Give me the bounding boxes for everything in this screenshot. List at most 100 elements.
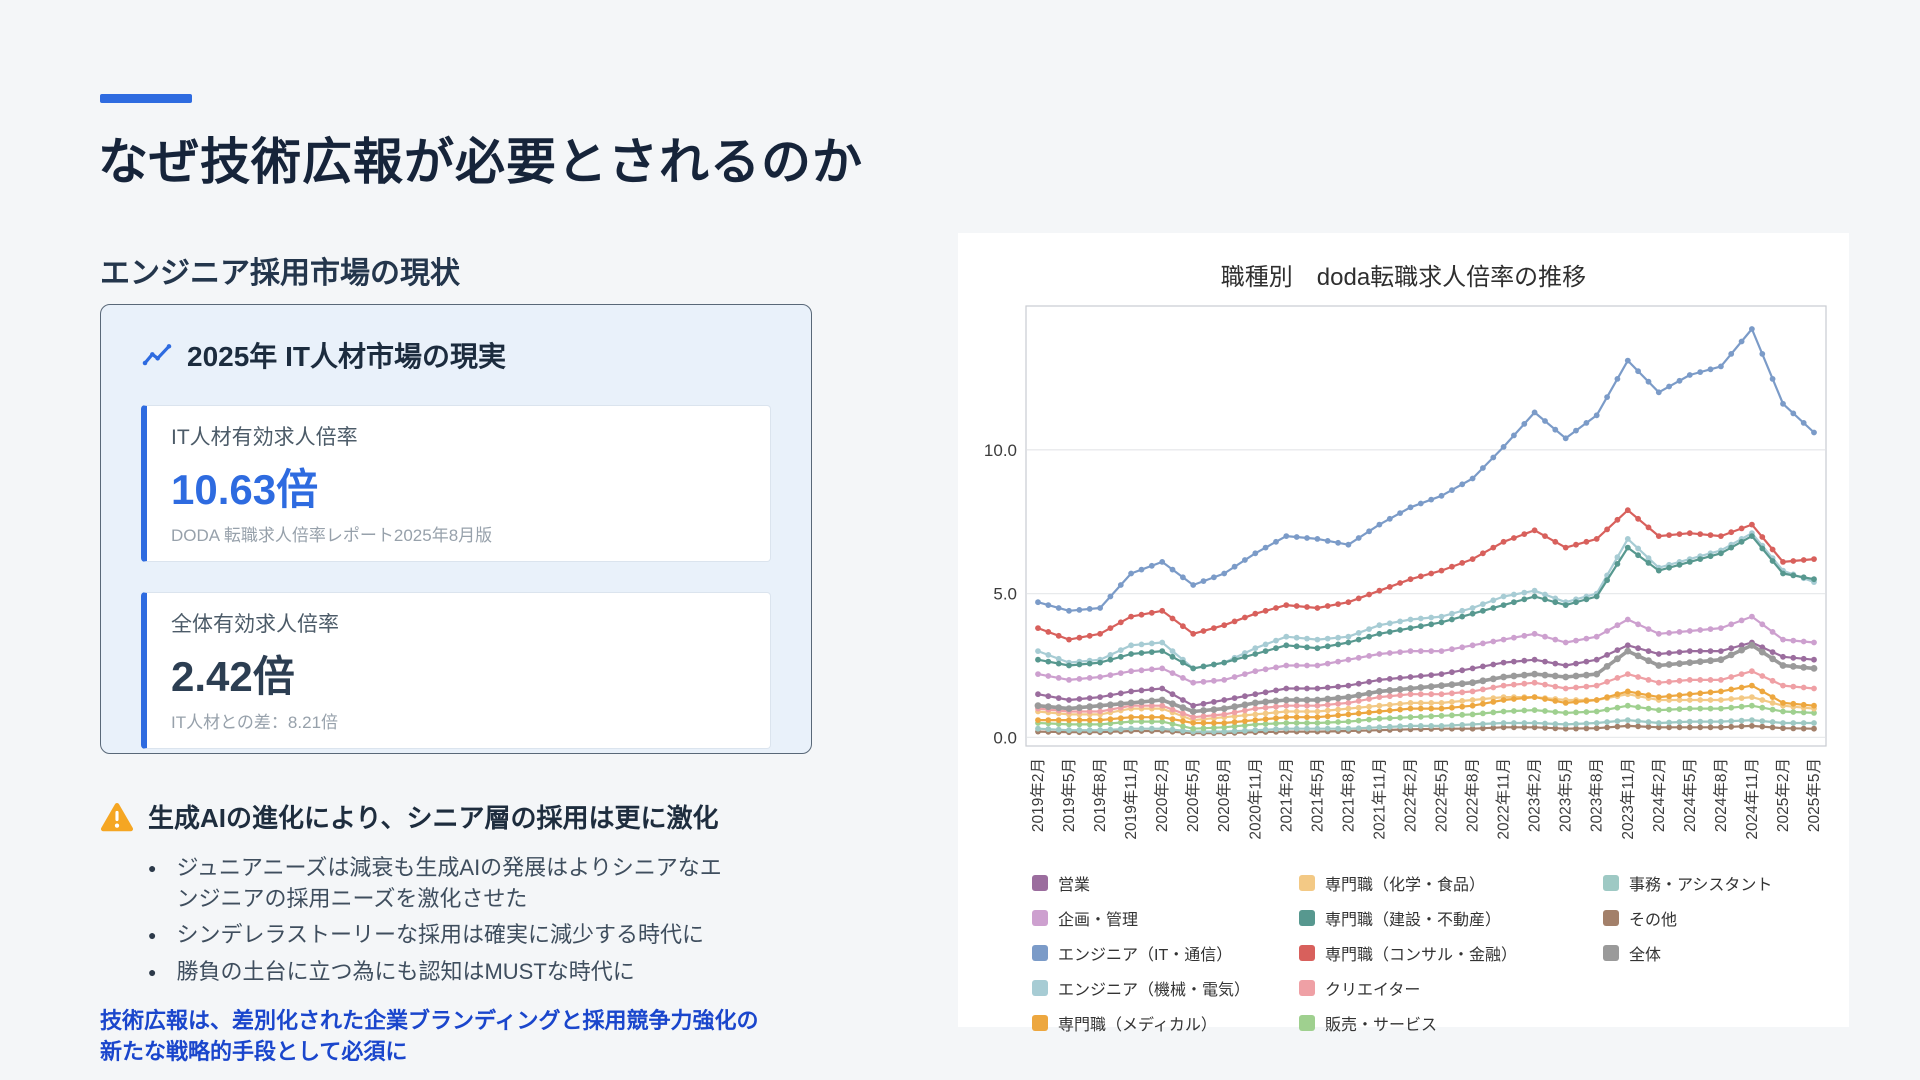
legend-swatch [1032, 1015, 1048, 1031]
stat-box-it-ratio: IT人材有効求人倍率 10.63倍 DODA 転職求人倍率レポート2025年8月… [141, 405, 771, 562]
svg-text:2025年2月: 2025年2月 [1774, 758, 1792, 832]
svg-text:2019年11月: 2019年11月 [1122, 758, 1140, 840]
warning-icon [100, 802, 134, 832]
svg-text:2023年2月: 2023年2月 [1525, 758, 1543, 832]
svg-text:2023年8月: 2023年8月 [1587, 758, 1605, 832]
list-item: ジュニアニーズは減衰も生成AIの発展はよりシニアなエンジニアの採用ニーズを激化さ… [148, 852, 738, 914]
legend-swatch [1032, 945, 1048, 961]
warning-row: 生成AIの進化により、シニア層の採用は更に激化 [100, 798, 718, 835]
legend-item: 企画・管理 [1032, 906, 1257, 930]
legend-label: 専門職（コンサル・金融） [1325, 947, 1518, 964]
list-item: シンデレラストーリーな採用は確実に減少する時代に [148, 919, 738, 950]
legend-swatch [1299, 875, 1315, 891]
svg-text:2021年11月: 2021年11月 [1370, 758, 1388, 840]
legend-item: 専門職（化学・食品） [1299, 871, 1561, 895]
svg-text:2024年2月: 2024年2月 [1649, 758, 1667, 832]
legend-column: 事務・アシスタント その他全体 [1603, 871, 1775, 1035]
list-item: 勝負の土台に立つ為にも認知はMUSTな時代に [148, 956, 738, 987]
legend-swatch [1603, 875, 1619, 891]
svg-text:2021年5月: 2021年5月 [1308, 758, 1326, 832]
svg-text:2022年8月: 2022年8月 [1463, 758, 1481, 832]
title-accent-bar [100, 94, 192, 103]
svg-text:2025年5月: 2025年5月 [1805, 758, 1823, 832]
legend-label: その他 [1629, 912, 1678, 929]
it-market-card: 2025年 IT人材市場の現実 IT人材有効求人倍率 10.63倍 DODA 転… [100, 304, 812, 754]
svg-text:0.0: 0.0 [993, 728, 1017, 747]
legend-item: その他 [1603, 906, 1775, 930]
svg-text:2022年5月: 2022年5月 [1432, 758, 1450, 832]
legend-item: 全体 [1603, 941, 1775, 965]
legend-label: クリエイター [1325, 982, 1421, 999]
svg-text:2019年8月: 2019年8月 [1091, 758, 1109, 832]
svg-text:2022年11月: 2022年11月 [1494, 758, 1512, 840]
svg-text:10.0: 10.0 [983, 441, 1016, 460]
legend-label: 専門職（化学・食品） [1325, 877, 1486, 894]
market-card-heading: 2025年 IT人材市場の現実 [187, 341, 506, 372]
svg-text:2020年8月: 2020年8月 [1215, 758, 1233, 832]
legend-item: クリエイター [1299, 976, 1561, 1000]
legend-label: 専門職（メディカル） [1058, 1017, 1217, 1034]
svg-text:2023年5月: 2023年5月 [1556, 758, 1574, 832]
legend-item: 営業 [1032, 871, 1257, 895]
svg-text:5.0: 5.0 [993, 585, 1017, 604]
legend-swatch [1299, 1015, 1315, 1031]
svg-text:2024年8月: 2024年8月 [1711, 758, 1729, 832]
warning-heading: 生成AIの進化により、シニア層の採用は更に激化 [148, 803, 719, 833]
svg-text:2019年5月: 2019年5月 [1060, 758, 1078, 832]
legend-label: 営業 [1058, 877, 1091, 894]
jobs-ratio-line-chart: 0.0 5.0 10.0 2019年2月 2019年5月 2019年8月 2019年11月 2… [983, 305, 1827, 840]
legend-column: 営業企画・管理エンジニア（IT・通信） エンジニア（機械・電気） 専門職（メディカル… [1032, 871, 1257, 1035]
legend-label: 販売・サービス [1325, 1017, 1438, 1034]
chart-card: 職種別 doda転職求人倍率の推移 0.0 5.0 10.0 2019年2月 2019年… [958, 233, 1849, 1034]
svg-text:2022年2月: 2022年2月 [1401, 758, 1419, 832]
svg-text:2021年8月: 2021年8月 [1339, 758, 1357, 832]
legend-item: 販売・サービス [1299, 1011, 1561, 1035]
stat-label: 全体有効求人倍率 [171, 613, 339, 636]
legend-label: 企画・管理 [1058, 912, 1139, 929]
stat-caption: IT人材との差：8.21倍 [171, 713, 339, 732]
stat-value: 10.63倍 [171, 466, 319, 513]
legend-swatch [1299, 945, 1315, 961]
bullet-text: シンデレラストーリーな採用は確実に減少する時代に [176, 922, 705, 948]
bullet-list: ジュニアニーズは減衰も生成AIの発展はよりシニアなエンジニアの採用ニーズを激化さ… [148, 852, 738, 992]
chart-legend: 営業企画・管理エンジニア（IT・通信） エンジニア（機械・電気） 専門職（メディカル… [958, 871, 1849, 1035]
section-heading: エンジニア採用市場の現状 [100, 257, 460, 290]
legend-item: エンジニア（機械・電気） [1032, 976, 1257, 1000]
bullet-text: ジュニアニーズは減衰も生成AIの発展はよりシニアなエンジニアの採用ニーズを激化さ… [176, 855, 722, 912]
legend-label: エンジニア（機械・電気） [1058, 982, 1251, 999]
stat-label: IT人材有効求人倍率 [171, 426, 358, 449]
svg-text:2024年5月: 2024年5月 [1680, 758, 1698, 832]
stat-box-overall-ratio: 全体有効求人倍率 2.42倍 IT人材との差：8.21倍 [141, 592, 771, 749]
svg-text:2020年2月: 2020年2月 [1153, 758, 1171, 832]
legend-swatch [1032, 980, 1048, 996]
market-card-header: 2025年 IT人材市場の現実 [141, 335, 771, 375]
legend-swatch [1032, 910, 1048, 926]
chart-title: 職種別 doda転職求人倍率の推移 [1220, 264, 1587, 291]
legend-item: 専門職（メディカル） [1032, 1011, 1257, 1035]
svg-text:2020年5月: 2020年5月 [1184, 758, 1202, 832]
legend-item: 専門職（コンサル・金融） [1299, 941, 1561, 965]
legend-item: 事務・アシスタント [1603, 871, 1775, 895]
svg-text:2020年11月: 2020年11月 [1246, 758, 1264, 840]
bullet-text: 勝負の土台に立つ為にも認知はMUSTな時代に [176, 958, 635, 984]
svg-text:2019年2月: 2019年2月 [1029, 758, 1047, 832]
legend-swatch [1603, 910, 1619, 926]
legend-item: エンジニア（IT・通信） [1032, 941, 1257, 965]
trend-chart-icon [141, 339, 173, 371]
legend-label: 全体 [1629, 947, 1662, 964]
stat-caption: DODA 転職求人倍率レポート2025年8月版 [171, 526, 493, 545]
legend-swatch [1299, 910, 1315, 926]
legend-swatch [1299, 980, 1315, 996]
legend-swatch [1032, 875, 1048, 891]
page-title: なぜ技術広報が必要とされるのか [98, 134, 863, 190]
legend-item: 専門職（建設・不動産） [1299, 906, 1561, 930]
svg-text:2023年11月: 2023年11月 [1618, 758, 1636, 840]
legend-label: 専門職（建設・不動産） [1325, 912, 1502, 929]
legend-column: 専門職（化学・食品） 専門職（建設・不動産） 専門職（コンサル・金融） クリエイター販… [1299, 871, 1561, 1035]
svg-text:2021年2月: 2021年2月 [1277, 758, 1295, 832]
stat-value: 2.42倍 [171, 653, 295, 700]
legend-label: エンジニア（IT・通信） [1058, 947, 1233, 964]
legend-label: 事務・アシスタント [1629, 877, 1773, 894]
conclusion-text: 技術広報は、差別化された企業ブランディングと採用競争力強化の新たな戦略的手段とし… [100, 1008, 759, 1064]
